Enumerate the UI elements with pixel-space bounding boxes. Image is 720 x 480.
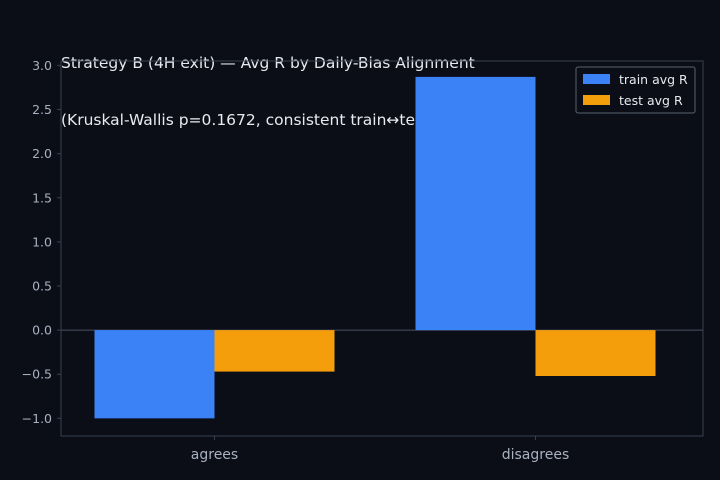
y-tick-label: −0.5 xyxy=(22,367,52,382)
y-tick-label: −1.0 xyxy=(22,411,52,426)
y-tick-label: 0.5 xyxy=(32,279,52,294)
legend-swatch-0 xyxy=(583,74,610,84)
y-tick-label: 1.5 xyxy=(32,190,52,205)
legend-label-1: test avg R xyxy=(619,93,683,108)
bar-train-avg-r-disagrees xyxy=(415,76,536,331)
chart-title-line: Strategy B (4H exit) — Avg R by Daily-Bi… xyxy=(61,54,475,72)
y-tick-label: 0.0 xyxy=(32,323,52,338)
y-tick-label: 3.0 xyxy=(32,58,52,73)
y-tick-label: 1.0 xyxy=(32,234,52,249)
bar-test-avg-r-agrees xyxy=(214,330,335,372)
bar-train-avg-r-agrees xyxy=(94,330,215,419)
y-tick-label: 2.5 xyxy=(32,102,52,117)
legend-label-0: train avg R xyxy=(619,72,688,87)
x-tick-label-disagrees: disagrees xyxy=(502,447,570,463)
bar-test-avg-r-disagrees xyxy=(535,330,656,376)
y-tick-label: 2.0 xyxy=(32,146,52,161)
legend-swatch-1 xyxy=(583,95,610,105)
x-tick-label-agrees: agrees xyxy=(191,447,238,463)
plot-frame xyxy=(60,60,704,437)
